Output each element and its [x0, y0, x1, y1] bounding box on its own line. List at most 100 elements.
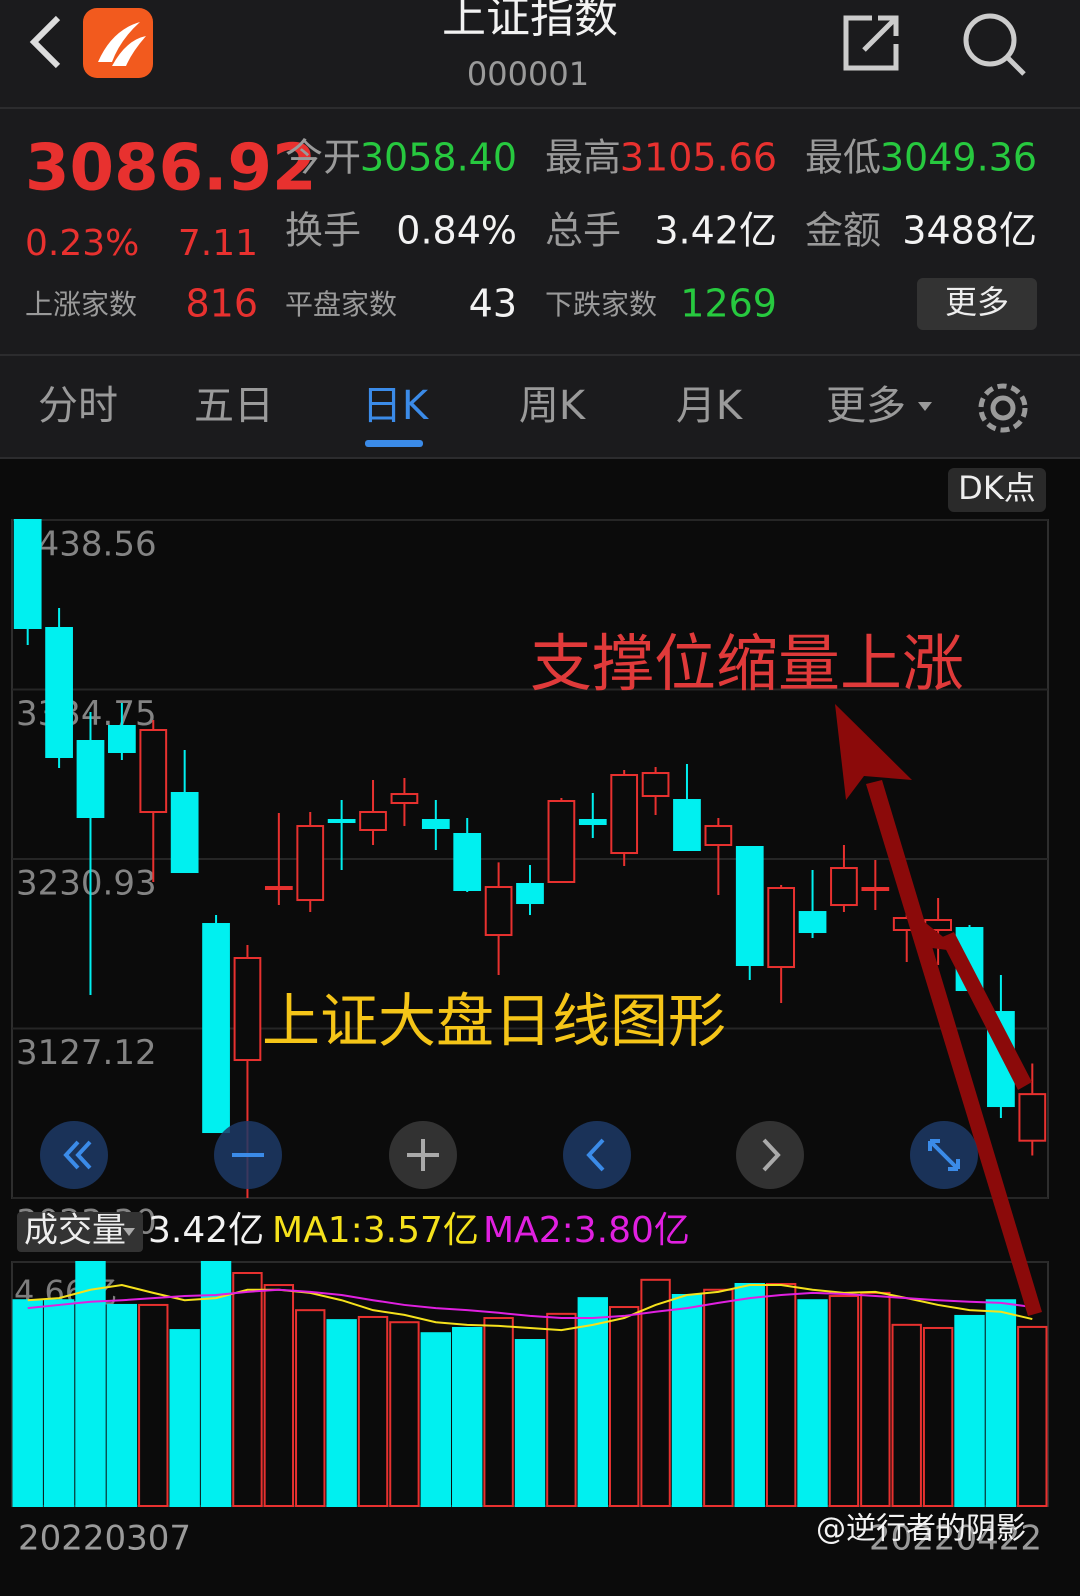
candle-body [202, 923, 230, 1134]
tab-indicator [365, 440, 423, 447]
ma-line [27, 1284, 1033, 1332]
volume-bar [138, 1303, 169, 1508]
tab[interactable]: 分时 [38, 383, 118, 429]
legend-entry: MA1:3.57亿 [272, 1210, 479, 1251]
more-button[interactable] [917, 278, 1037, 330]
volume-bar [828, 1295, 860, 1507]
volume-bar [326, 1319, 357, 1507]
nav-buttons [40, 1121, 978, 1189]
volume-current: 3.42亿 [148, 1210, 264, 1251]
candle-body [390, 793, 419, 805]
volume-title[interactable]: 成交量 [24, 1211, 126, 1251]
annotation: 支撑位缩量上涨 [530, 627, 964, 700]
stat-value: 3105.66 [620, 136, 777, 180]
volume-bar [295, 1309, 326, 1507]
candle-body [170, 792, 199, 874]
prev-button[interactable] [563, 1121, 631, 1189]
tab[interactable]: 周K [519, 383, 587, 429]
candle-body [296, 825, 325, 902]
volume-bar [357, 1315, 389, 1507]
rise-count: 816 [185, 282, 258, 326]
candle-body [359, 811, 387, 832]
candle-body [1018, 1093, 1047, 1142]
volume-bar [420, 1332, 452, 1508]
candle-body [735, 845, 764, 967]
candle-body [547, 800, 576, 884]
price: 3086.92 [25, 132, 317, 206]
dk-button-label[interactable]: DK点 [958, 469, 1036, 507]
icon [63, 1140, 92, 1170]
volume-bar [514, 1339, 546, 1508]
stat-value: 3049.36 [880, 136, 1037, 180]
code: 000001 [467, 55, 589, 93]
volume-bar [797, 1299, 828, 1507]
y-tick-label: 3230.93 [16, 864, 157, 904]
logo-mark [98, 22, 146, 66]
candle-body [704, 825, 733, 847]
share-button[interactable] [843, 15, 899, 71]
more-button-label[interactable]: 更多 [945, 283, 1009, 321]
dropdown-caret [918, 402, 932, 411]
volume-bar [703, 1288, 734, 1508]
tab[interactable]: 五日 [194, 383, 274, 429]
candle-body [76, 740, 105, 819]
volume-bar [12, 1299, 43, 1507]
change: 7.11 [178, 223, 258, 264]
flat-count: 43 [469, 282, 517, 326]
title: 上证指数 [442, 0, 618, 43]
candle-body [610, 774, 639, 855]
y-tick-label: 3127.12 [16, 1033, 157, 1073]
icon [928, 1139, 960, 1171]
dk-button[interactable] [948, 468, 1046, 512]
stat-label: 总手 [545, 209, 621, 253]
flat-label: 平盘家数 [285, 288, 397, 321]
volume-bar [43, 1299, 75, 1507]
dropdown-caret [123, 1228, 135, 1236]
stat-label: 金额 [805, 209, 881, 253]
volume-bar [483, 1317, 514, 1507]
candle-body [139, 728, 168, 814]
volume-selector[interactable] [17, 1212, 143, 1252]
search-button[interactable] [963, 13, 1026, 76]
candle-body [861, 887, 890, 892]
icon [586, 1138, 605, 1172]
candle-body [453, 833, 482, 892]
volume-bar [452, 1326, 483, 1507]
volume-bar [232, 1271, 263, 1508]
candle-body [798, 911, 827, 934]
tab[interactable]: 更多 [826, 383, 906, 429]
rise-label: 上涨家数 [25, 288, 137, 321]
candle-body [516, 883, 544, 905]
volume-bar [546, 1312, 577, 1507]
stat-value: 3058.40 [360, 136, 517, 180]
candle-body [327, 819, 356, 824]
back-button[interactable] [29, 15, 61, 69]
date-label: 20220307 [18, 1519, 191, 1559]
next-button[interactable] [736, 1121, 804, 1189]
change-pct: 0.23% [25, 223, 139, 264]
watermark: @逆行者的阴影 [816, 1512, 1026, 1547]
volume-bar [169, 1329, 200, 1508]
tab-active[interactable]: 日K [362, 383, 430, 429]
volume-bar [734, 1282, 765, 1508]
jump-start-button[interactable] [40, 1121, 108, 1189]
fall-label: 下跌家数 [545, 288, 657, 321]
tab[interactable]: 月K [676, 383, 744, 429]
candle-body [578, 819, 607, 826]
volume-bar [1017, 1325, 1048, 1507]
candle-body [830, 867, 858, 907]
stat-label: 最高 [545, 136, 621, 180]
stat-value: 3488亿 [902, 209, 1037, 253]
candle-body [673, 799, 701, 852]
volume-bar [985, 1299, 1017, 1507]
stat-value: 3.42亿 [654, 209, 777, 253]
candle-body [45, 627, 73, 759]
volume-bar [765, 1282, 797, 1508]
settings-button[interactable] [978, 383, 1028, 433]
volume-bar [577, 1297, 608, 1508]
stat-label: 最低 [805, 136, 881, 180]
candle-body [108, 724, 136, 754]
volume-bar [608, 1306, 640, 1507]
